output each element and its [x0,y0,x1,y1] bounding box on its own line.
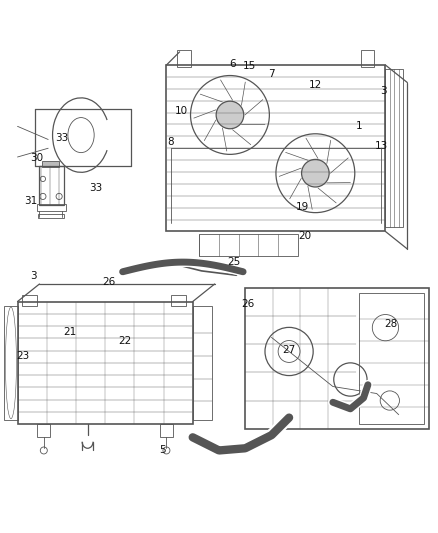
Circle shape [216,101,244,129]
Text: 33: 33 [56,133,69,143]
Text: 26: 26 [241,298,254,309]
Bar [18,302,193,424]
Bar [199,233,298,255]
Text: 3: 3 [380,86,387,96]
Text: 13: 13 [375,141,389,151]
Text: 1: 1 [356,122,363,131]
Text: 27: 27 [283,345,296,355]
Bar [39,166,64,205]
Bar [245,288,429,429]
Bar [177,50,191,67]
Text: 22: 22 [118,336,131,346]
Text: 7: 7 [268,69,275,79]
Text: 3: 3 [30,271,37,281]
Bar [37,204,66,211]
Text: 8: 8 [167,136,174,147]
Bar [193,306,212,420]
Text: 31: 31 [24,196,37,206]
Text: 30: 30 [30,153,43,163]
Bar [359,293,424,424]
Text: 28: 28 [384,319,397,329]
Bar [42,161,59,167]
Circle shape [301,159,329,187]
Text: 25: 25 [228,257,241,267]
Text: 6: 6 [229,59,236,69]
Bar [160,424,173,437]
Text: 26: 26 [102,277,115,287]
Bar [385,69,403,227]
Text: 19: 19 [296,203,309,212]
Bar [22,295,37,306]
Bar [361,50,374,67]
Text: 23: 23 [17,351,30,361]
Bar [38,214,64,219]
Bar [171,295,186,306]
Text: 15: 15 [243,61,256,71]
Text: 5: 5 [159,446,166,456]
Text: 12: 12 [309,80,322,90]
Text: 21: 21 [64,327,77,337]
Text: 10: 10 [175,106,188,116]
Text: 33: 33 [89,183,102,192]
Bar [37,424,50,437]
Bar [166,65,385,231]
Text: 20: 20 [298,231,311,241]
Bar [4,306,18,420]
